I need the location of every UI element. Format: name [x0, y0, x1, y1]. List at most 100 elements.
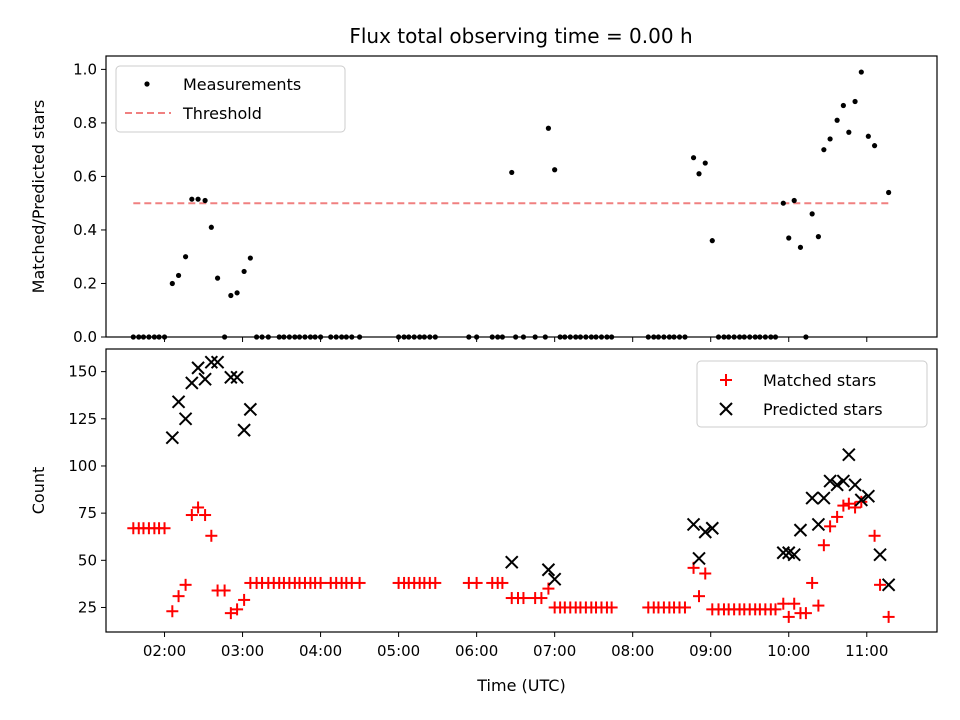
- predicted-star-point: [854, 493, 869, 507]
- predicted-star-point: [842, 447, 856, 462]
- predicted-star-point: [165, 430, 180, 445]
- top-y-ticks: 0.0 0.2 0.4 0.6 0.8 1.0: [73, 60, 106, 346]
- top-legend: Measurements Threshold: [115, 65, 346, 133]
- matched-star-point: [842, 497, 855, 510]
- predicted-star-point: [776, 546, 790, 560]
- y-tick-label: 0.0: [73, 328, 97, 346]
- bottom-x-ticks: 02:00 03:00 04:00 05:00 06:00 07:00 08:00 09:00…: [143, 632, 888, 660]
- measurement-point: [852, 98, 858, 105]
- measurement-point: [175, 272, 182, 279]
- measurement-point: [509, 169, 515, 176]
- legend-threshold-label: Threshold: [182, 104, 262, 123]
- predicted-star-point: [805, 491, 819, 505]
- matched-star-point: [831, 510, 844, 523]
- y-tick-label: 75: [78, 504, 97, 522]
- matched-star-point: [806, 576, 819, 589]
- matched-star-point: [777, 597, 790, 610]
- predicted-star-point: [237, 423, 251, 437]
- y-tick-label: 0.8: [73, 114, 97, 132]
- legend-measurements-label: Measurements: [183, 75, 301, 94]
- measurement-point: [202, 197, 208, 204]
- matched-star-point: [769, 603, 782, 616]
- predicted-star-point: [547, 572, 562, 586]
- measurement-point: [234, 290, 240, 296]
- predicted-star-point: [198, 372, 212, 386]
- measurement-point: [241, 268, 247, 275]
- matched-star-point: [874, 578, 887, 591]
- measurement-point: [696, 171, 702, 177]
- predicted-star-marks: [165, 355, 896, 592]
- matched-star-point: [678, 601, 691, 614]
- predicted-star-point: [178, 412, 193, 426]
- predicted-star-point: [204, 355, 219, 369]
- matched-star-point: [605, 601, 618, 614]
- matched-star-point: [868, 529, 881, 542]
- bottom-axes-frame: [105, 348, 938, 633]
- predicted-star-point: [861, 489, 876, 503]
- predicted-star-point: [817, 491, 831, 505]
- y-tick-label: 0.6: [73, 167, 97, 185]
- measurement-point: [834, 117, 840, 123]
- matched-star-point: [238, 593, 251, 606]
- measurement-point: [182, 254, 189, 260]
- y-tick-label: 125: [68, 410, 97, 428]
- bottom-y-ticks: 25 50 75 100 125 150: [68, 363, 106, 616]
- y-tick-label: 0.4: [73, 221, 97, 239]
- measurement-point: [247, 255, 253, 261]
- bottom-legend: Matched stars Predicted stars: [696, 360, 928, 428]
- matched-star-point: [812, 599, 825, 612]
- predicted-star-point: [830, 478, 844, 492]
- matched-star-point: [699, 567, 712, 580]
- predicted-star-point: [698, 525, 712, 539]
- y-tick-label: 150: [68, 363, 97, 381]
- matched-star-point: [799, 607, 812, 620]
- matched-star-point: [693, 590, 706, 603]
- measurement-point: [195, 196, 201, 202]
- matched-star-point: [824, 520, 837, 533]
- top-y-axis-label: Matched/Predicted stars: [29, 100, 48, 294]
- x-axis-label: Time (UTC): [476, 676, 565, 695]
- matched-star-marks: [127, 495, 895, 623]
- matched-star-point: [782, 610, 795, 623]
- x-tick-label: 10:00: [767, 642, 810, 660]
- matched-star-point: [158, 522, 171, 535]
- matched-star-point: [817, 539, 830, 552]
- x-tick-label: 08:00: [611, 642, 654, 660]
- measurement-point: [846, 129, 852, 135]
- measurement-point: [552, 167, 558, 173]
- measurement-point: [827, 136, 833, 142]
- measurement-point: [702, 160, 708, 166]
- y-tick-label: 1.0: [73, 60, 97, 78]
- matched-star-point: [353, 576, 366, 589]
- x-tick-label: 09:00: [689, 642, 732, 660]
- top-x-ticks: [164, 337, 868, 342]
- predicted-star-point: [705, 521, 719, 535]
- predicted-star-point: [793, 523, 808, 537]
- predicted-star-point: [541, 563, 556, 577]
- matched-star-point: [199, 509, 212, 522]
- measurement-point: [791, 197, 797, 204]
- measurement-point: [208, 224, 214, 230]
- matched-star-point: [517, 592, 530, 605]
- measurement-point: [780, 200, 786, 206]
- y-tick-label: 0.2: [73, 274, 97, 292]
- legend-matched-marker: [720, 374, 732, 386]
- legend-predicted-marker: [719, 402, 733, 416]
- legend-predicted-label: Predicted stars: [763, 400, 883, 419]
- matched-star-point: [179, 578, 192, 591]
- matched-star-point: [496, 576, 509, 589]
- x-tick-label: 04:00: [299, 642, 342, 660]
- measurement-point: [821, 147, 827, 153]
- legend-matched-label: Matched stars: [763, 371, 876, 390]
- x-tick-label: 03:00: [221, 642, 264, 660]
- predicted-star-point: [873, 547, 887, 562]
- top-panel: 0.0 0.2 0.4 0.6 0.8 1.0 Matched/Predicted sta…: [29, 55, 938, 346]
- x-tick-label: 02:00: [143, 642, 186, 660]
- predicted-star-point: [811, 517, 826, 532]
- predicted-star-point: [836, 474, 851, 488]
- matched-star-point: [849, 501, 862, 514]
- matched-star-point: [855, 495, 868, 508]
- measurement-point: [690, 155, 697, 161]
- measurement-point: [858, 69, 864, 75]
